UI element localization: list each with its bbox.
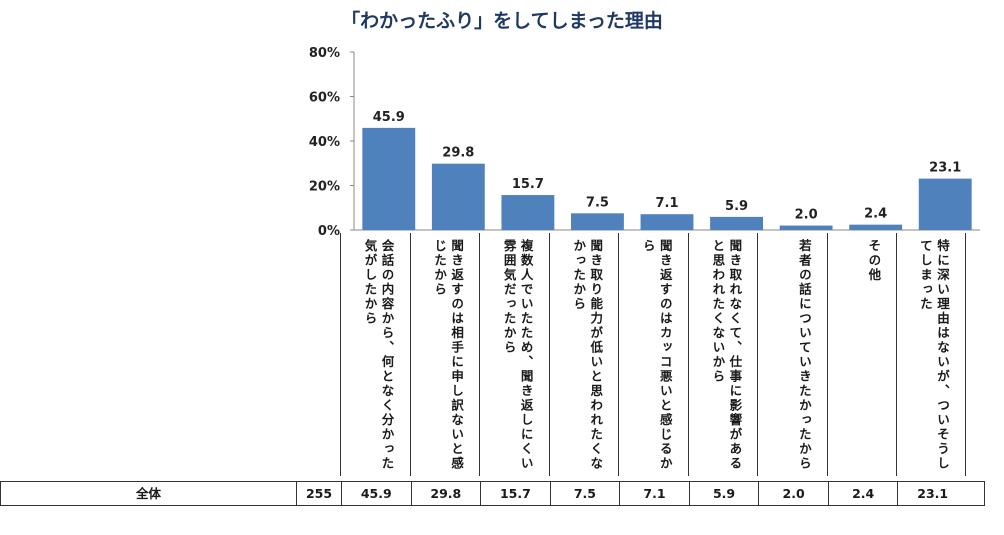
table-value: 45.9 (341, 482, 411, 505)
data-label: 15.7 (512, 177, 544, 192)
data-label: 23.1 (929, 161, 961, 176)
bar (501, 195, 555, 230)
category-label: 聞き返すのはカッコ悪いと感じるから (640, 239, 673, 471)
table-value: 2.4 (827, 482, 898, 505)
y-tick-label: 0% (318, 224, 340, 239)
category-cell: 聞き返すのはカッコ悪いと感じるから (618, 233, 688, 476)
data-label: 7.1 (655, 196, 678, 211)
row-label: 全体 (135, 486, 161, 501)
bar (571, 213, 624, 230)
table-value: 7.5 (549, 482, 620, 505)
category-cell: 聞き取れなくて、仕事に影響があると思われたくないから (687, 233, 758, 476)
bar (779, 225, 833, 230)
y-tick-label: 60% (309, 91, 340, 106)
data-label: 45.9 (373, 110, 405, 125)
data-label: 2.0 (795, 208, 818, 223)
bar (431, 163, 485, 230)
category-cell: 聞き取り能力が低いと思われたくなかったから (548, 233, 619, 476)
table-value: 2.0 (758, 482, 828, 505)
data-label: 2.4 (864, 207, 887, 222)
chart-title: 「わかったふり」をしてしまった理由 (341, 10, 663, 32)
bar (918, 178, 972, 230)
table-value: 5.9 (688, 482, 759, 505)
bar (710, 216, 763, 230)
y-tick-label: 80% (309, 46, 340, 61)
category-cell: 聞き返すのは相手に申し訳ないと感じたから (409, 233, 480, 476)
bar (849, 224, 903, 230)
category-label: 聞き取り能力が低いと思われたくなかったから (571, 239, 604, 471)
category-label: 若者の話についていきたかったから (796, 239, 812, 471)
category-cell: 特に深い理由はないが、ついそうしてしまった (896, 233, 966, 476)
data-label: 29.8 (442, 146, 474, 161)
category-cell: 複数人でいたため、聞き返しにくい雰囲気だったから (479, 233, 549, 476)
data-labels: 45.9 29.8 15.7 7.5 7.1 5.9 2.0 2.4 23.1 (373, 110, 962, 223)
category-label: 複数人でいたため、聞き返しにくい雰囲気だったから (501, 239, 534, 471)
y-tick-label: 20% (309, 180, 340, 195)
bar (640, 214, 694, 230)
y-tick-label: 40% (309, 135, 340, 150)
data-label: 5.9 (725, 199, 748, 214)
category-cell: 若者の話についていきたかったから (757, 233, 827, 476)
category-label: 会話の内容から、何となく分かった気がしたから (362, 239, 395, 471)
sample-size: 255 (296, 482, 341, 505)
category-cell: その他 (826, 233, 897, 476)
table-value: 29.8 (410, 482, 481, 505)
category-cell: 会話の内容から、何となく分かった気がしたから (340, 233, 410, 476)
table-value: 15.7 (480, 482, 550, 505)
category-label: その他 (866, 239, 882, 283)
category-label: 特に深い理由はないが、ついそうしてしまった (917, 239, 950, 471)
table-value: 23.1 (897, 482, 967, 505)
data-table-row: 全体 255 45.9 29.8 15.7 7.5 7.1 5.9 2.0 2.4 23.1 (0, 481, 985, 506)
data-label: 7.5 (586, 195, 609, 210)
category-label: 聞き返すのは相手に申し訳ないと感じたから (432, 239, 465, 471)
table-value: 7.1 (619, 482, 689, 505)
bar-chart: 0% 20% 40% 60% 80% 45.9 29.8 15.7 7.5 7.1 5.9 2.0 2… (309, 46, 980, 239)
bar (362, 127, 416, 230)
category-label: 聞き取れなくて、仕事に影響があると思われたくないから (710, 239, 743, 471)
bars (362, 127, 972, 230)
